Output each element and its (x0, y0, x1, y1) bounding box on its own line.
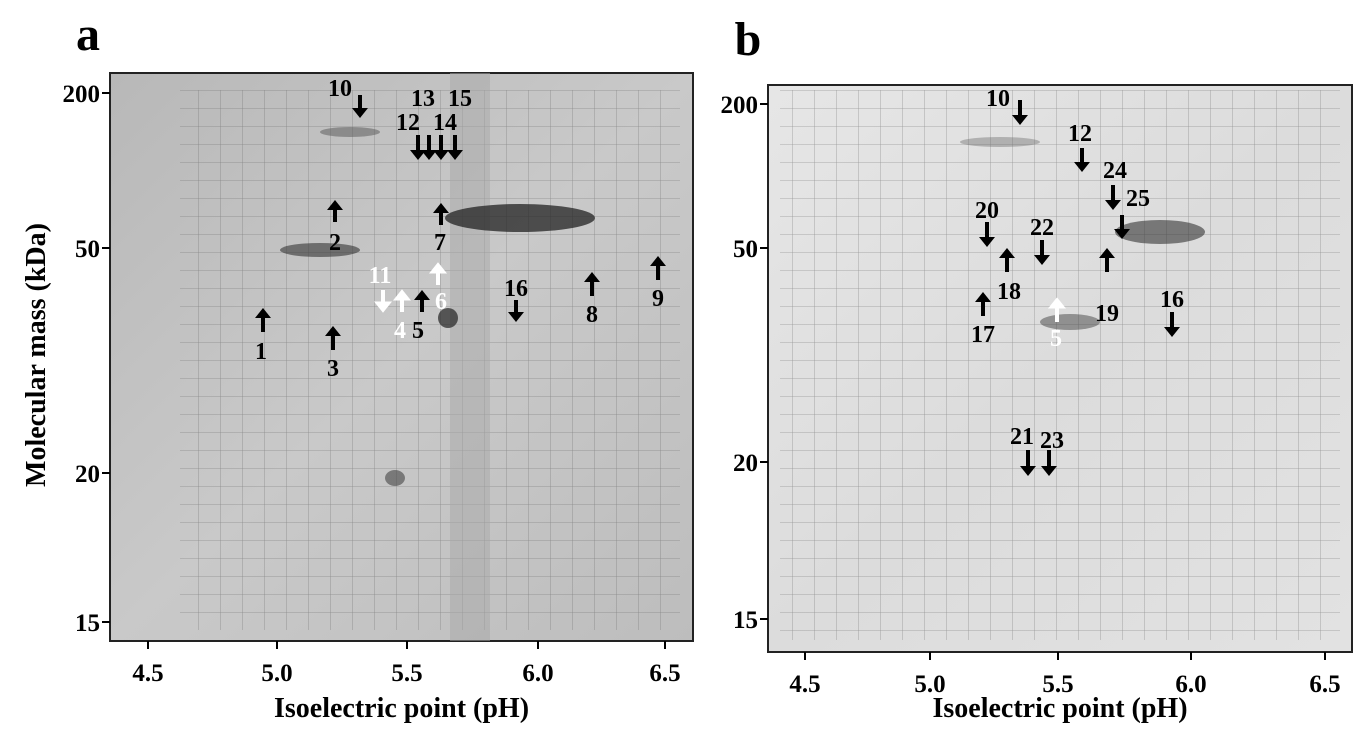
arrow-head (255, 308, 271, 318)
arrow-head (433, 203, 449, 213)
spot-outlines (180, 90, 680, 630)
x-tick-label: 6.5 (649, 660, 680, 687)
spot-label: 24 (1103, 158, 1127, 184)
spot-label: 10 (328, 76, 352, 102)
arrow-head (428, 262, 448, 274)
y-tick-label: 200 (63, 81, 101, 108)
spot-label: 1 (255, 339, 267, 365)
y-tick-label: 50 (733, 236, 758, 263)
spot-label: 5 (1050, 326, 1062, 352)
gel-spot (960, 137, 1040, 147)
x-axis-label: Isoelectric point (pH) (932, 693, 1187, 724)
gel-spot (320, 127, 380, 137)
arrow-head (1020, 466, 1036, 476)
spot-label: 23 (1040, 428, 1064, 454)
y-tick-label: 20 (75, 461, 100, 488)
spot-label: 4 (394, 318, 406, 344)
arrow-head (325, 326, 341, 336)
gel-spot (438, 308, 458, 328)
spot-label: 25 (1126, 186, 1150, 212)
spot-label: 10 (986, 86, 1010, 112)
spot-label: 14 (433, 110, 457, 136)
gel-spot (445, 204, 595, 232)
gel-spot (1040, 314, 1100, 330)
spot-label: 16 (1160, 287, 1184, 313)
arrow-head (1114, 229, 1130, 239)
arrow-head (975, 292, 991, 302)
spot-label: 7 (434, 230, 446, 256)
spot-label: 6 (435, 289, 447, 315)
x-tick-label: 4.5 (789, 671, 820, 698)
y-axis-label: Molecular mass (kDa) (21, 223, 52, 487)
gel-spot (385, 470, 405, 486)
spot-label: 13 (411, 86, 435, 112)
spot-label: 12 (1068, 121, 1092, 147)
arrow-head (410, 150, 426, 160)
x-tick-label: 6.0 (522, 660, 553, 687)
arrow-head (352, 108, 368, 118)
arrow-head (1012, 115, 1028, 125)
spot-label: 18 (997, 279, 1021, 305)
gel-spot (280, 243, 360, 257)
y-tick-label: 15 (75, 610, 100, 637)
y-tick-label: 15 (733, 607, 758, 634)
spot-label: 17 (971, 322, 995, 348)
arrow-head (1034, 255, 1050, 265)
spot-label: 15 (448, 86, 472, 112)
spot-label: 8 (586, 302, 598, 328)
spot-label: 3 (327, 356, 339, 382)
arrow-head (433, 150, 449, 160)
gel-streak (450, 73, 490, 641)
spot-label: 5 (412, 318, 424, 344)
x-tick-label: 4.5 (132, 660, 163, 687)
y-tick-label: 50 (75, 236, 100, 263)
x-tick-label: 6.0 (1175, 671, 1206, 698)
spot-label: 12 (396, 110, 420, 136)
x-tick-label: 5.0 (914, 671, 945, 698)
panel-label: a (76, 8, 100, 61)
spot-label: 21 (1010, 424, 1034, 450)
spot-outlines (780, 90, 1340, 640)
arrow-head (979, 237, 995, 247)
x-tick-label: 5.5 (1042, 671, 1073, 698)
arrow-head (999, 248, 1015, 258)
spot-label: 20 (975, 198, 999, 224)
arrow-head (1164, 327, 1180, 337)
x-tick-label: 5.5 (391, 660, 422, 687)
arrow-head (392, 289, 412, 301)
arrow-head (650, 256, 666, 266)
arrow-head (508, 312, 524, 322)
arrow-head (1099, 248, 1115, 258)
gel-spot (1115, 220, 1205, 244)
y-tick-label: 20 (733, 450, 758, 477)
arrow-head (447, 150, 463, 160)
spot-label: 19 (1095, 301, 1119, 327)
arrow-head (373, 301, 393, 313)
spot-label: 11 (369, 263, 392, 289)
spot-label: 9 (652, 286, 664, 312)
arrow-head (327, 200, 343, 210)
x-tick-label: 6.5 (1309, 671, 1340, 698)
spot-label: 2 (329, 230, 341, 256)
spot-label: 16 (504, 276, 528, 302)
arrow-head (414, 290, 430, 300)
spot-label: 22 (1030, 215, 1054, 241)
arrow-head (584, 272, 600, 282)
arrow-head (1074, 162, 1090, 172)
arrow-head (1105, 200, 1121, 210)
x-tick-label: 5.0 (261, 660, 292, 687)
arrow-head (1041, 466, 1057, 476)
panel-label: b (735, 13, 762, 66)
x-axis-label: Isoelectric point (pH) (274, 693, 529, 724)
y-tick-label: 200 (721, 92, 759, 119)
arrow-head (1047, 297, 1067, 309)
arrow-head (421, 150, 437, 160)
